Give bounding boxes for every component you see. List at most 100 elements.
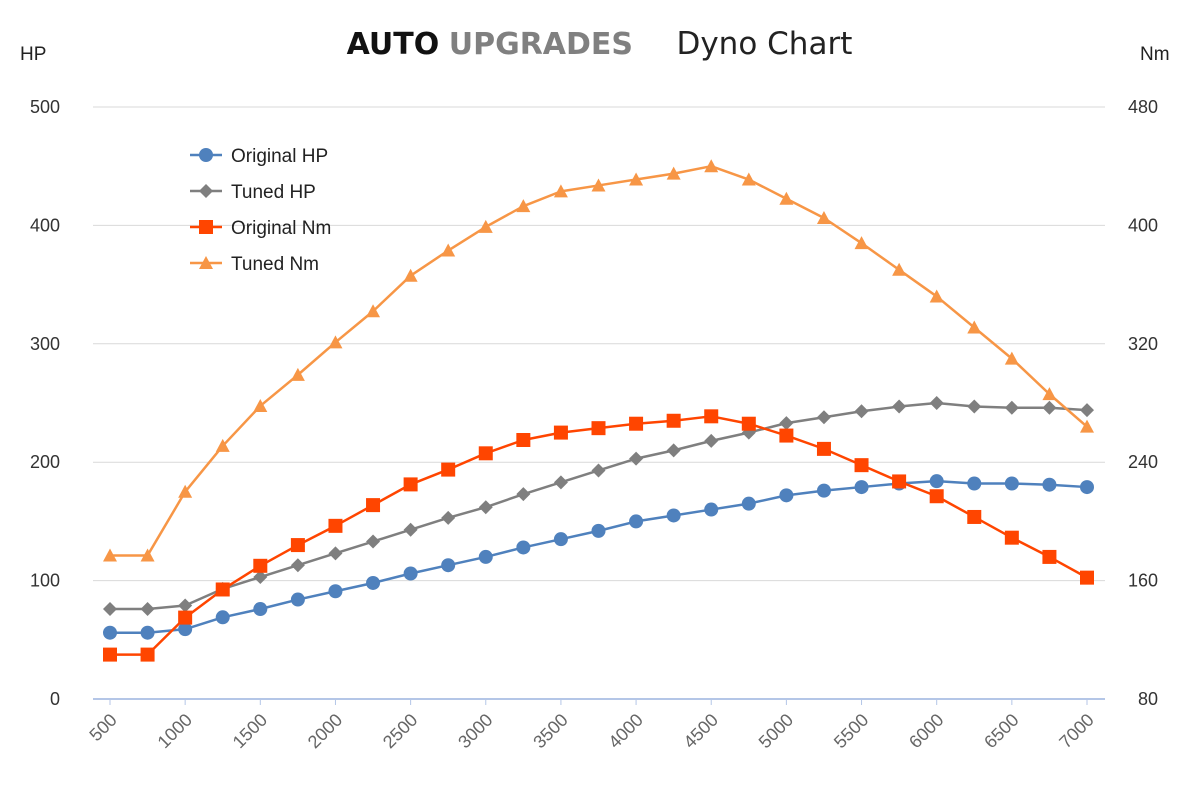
x-tick-label: 5000 [755,710,797,752]
data-point [1080,403,1094,418]
chart-title: AUTO UPGRADES Dyno Chart [0,24,1199,63]
x-tick-label: 2500 [379,710,421,752]
x-tick-label: 5500 [830,710,872,752]
data-point [854,236,869,250]
data-point [103,625,117,640]
data-point [290,592,305,607]
data-point [478,500,493,515]
data-point [1004,530,1019,545]
data-point [1080,480,1094,495]
data-point [1042,400,1057,415]
data-point [478,219,493,233]
x-tick-label: 3500 [529,710,571,752]
x-tick-label: 4500 [680,710,722,752]
data-point [366,534,381,549]
data-point [290,367,305,381]
data-point [816,211,831,224]
data-point [704,433,719,448]
data-point [441,462,456,477]
data-point [253,570,268,585]
data-point [441,510,456,525]
data-point [103,548,117,562]
left-tick-label: 200 [30,452,60,472]
data-point [478,549,493,564]
data-point [403,268,418,282]
data-point [290,558,305,573]
legend-marker [199,184,213,198]
data-point [779,428,794,443]
data-point [1042,477,1057,492]
data-point [929,489,944,504]
data-point [403,477,418,492]
data-point [741,416,756,431]
data-point [553,532,568,547]
data-point [328,518,343,533]
left-tick-label: 400 [30,215,60,235]
data-point [103,602,117,617]
data-point [215,610,230,625]
x-tick-label: 6500 [980,710,1022,752]
x-tick-label: 3000 [454,710,496,752]
data-point [478,446,493,461]
data-point [403,522,418,537]
x-tick-label: 1000 [154,710,196,752]
data-point [441,243,456,257]
x-tick-label: 1500 [229,710,271,752]
data-point [1004,351,1019,365]
data-point [629,451,644,466]
data-point [929,474,944,489]
right-axis-title: Nm [1140,44,1170,65]
left-tick-label: 0 [50,689,60,709]
data-point [704,159,719,173]
data-point [1080,570,1094,585]
data-point [892,262,907,276]
data-point [892,474,907,489]
data-point [816,441,831,456]
data-point [666,413,681,428]
data-point [516,433,531,447]
data-point [140,647,155,662]
legend-marker [199,256,213,269]
right-tick-label: 400 [1128,215,1158,235]
right-tick-label: 480 [1128,97,1158,117]
data-point [779,488,794,503]
data-point [290,538,305,553]
data-point [253,602,268,617]
data-point [854,480,869,495]
brand-auto: AUTO [346,27,440,62]
data-point [516,199,531,213]
x-tick-label: 4000 [604,710,646,752]
x-tick-label: 7000 [1055,710,1097,752]
data-point [967,476,982,491]
brand-upgrades: UPGRADES [448,27,634,62]
data-point [929,396,944,410]
data-point [666,508,681,523]
right-tick-label: 240 [1128,452,1158,472]
data-point [215,582,230,597]
data-point [441,558,456,573]
x-tick-label: 6000 [905,710,947,752]
legend-label: Tuned HP [231,182,316,203]
data-point [366,575,381,590]
data-point [816,483,831,498]
data-point [779,191,794,205]
data-point [366,304,381,318]
legend-marker [199,148,213,162]
data-point [553,184,568,198]
right-tick-label: 80 [1138,689,1158,709]
data-point [741,496,756,511]
right-tick-label: 160 [1128,571,1158,591]
right-tick-label: 320 [1128,334,1158,354]
data-point [253,398,268,412]
data-point [366,498,381,513]
legend-label: Original HP [231,146,328,167]
data-point [929,289,944,303]
data-point [178,484,193,498]
data-point [140,548,155,562]
data-point [178,622,193,637]
data-point [178,610,193,625]
data-point [816,410,831,425]
data-point [666,166,681,180]
data-point [704,502,719,517]
